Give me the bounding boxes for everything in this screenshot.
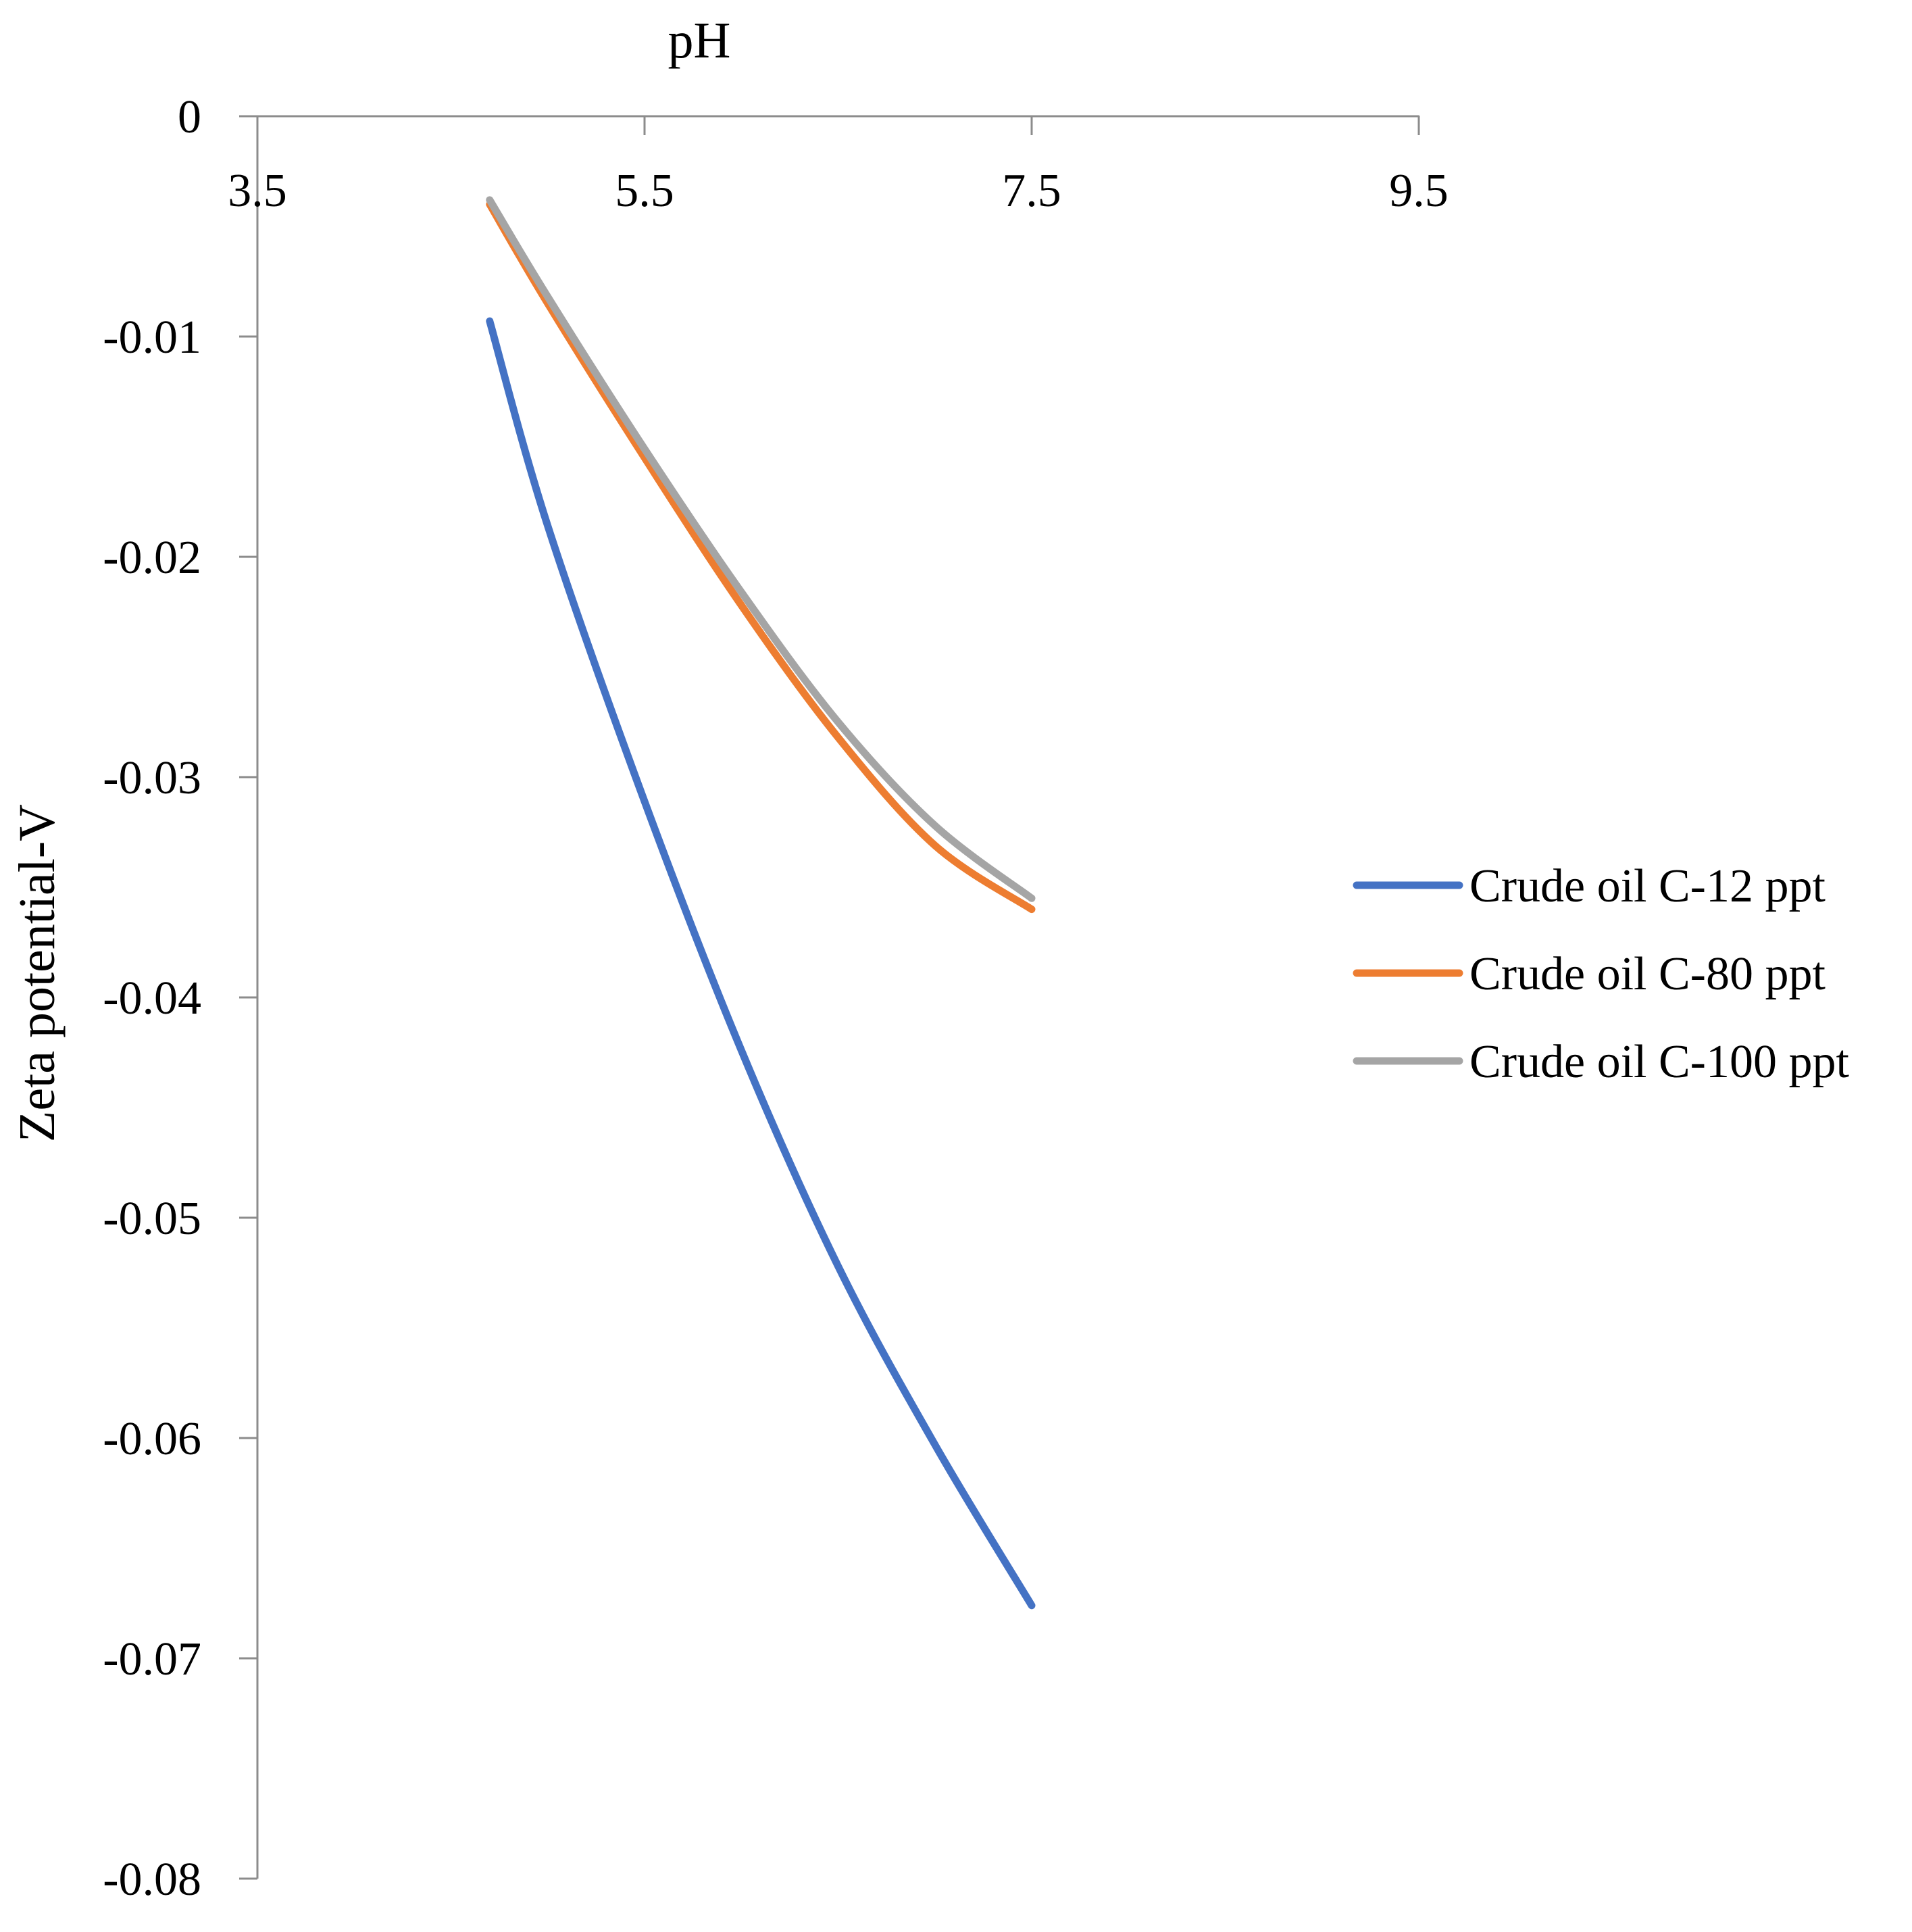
y-tick-label: -0.08: [103, 1854, 201, 1906]
x-axis-title: pH: [668, 12, 731, 69]
y-tick-label: -0.01: [103, 312, 201, 364]
series-line-crude-oil-c-12-ppt: [486, 317, 1036, 1610]
series-line-crude-oil-c-80-ppt: [486, 200, 1036, 914]
y-tick-label: -0.07: [103, 1633, 201, 1685]
x-tick-label: 5.5: [615, 165, 674, 217]
legend-label-crude-oil-c-80-ppt: Crude oil C-80 ppt: [1469, 948, 1826, 1000]
y-tick-label: -0.02: [103, 532, 201, 584]
series-line-crude-oil-c-100-ppt: [486, 196, 1036, 902]
legend-label-crude-oil-c-100-ppt: Crude oil C-100 ppt: [1469, 1036, 1849, 1088]
x-axis-ticks: 3.5 5.5 7.5 9.5: [228, 116, 1449, 217]
y-tick-label: -0.03: [103, 752, 201, 804]
series-lines: [486, 196, 1036, 1610]
x-tick-label: 3.5: [228, 165, 287, 217]
x-tick-label: 7.5: [1002, 165, 1061, 217]
y-tick-label: 0: [178, 91, 201, 143]
y-tick-label: -0.05: [103, 1193, 201, 1245]
legend-label-crude-oil-c-12-ppt: Crude oil C-12 ppt: [1469, 860, 1826, 912]
y-tick-label: -0.06: [103, 1413, 201, 1465]
y-axis-title: Zeta potential-V: [9, 804, 66, 1142]
legend: Crude oil C-12 ppt Crude oil C-80 ppt Crud…: [1353, 860, 1849, 1088]
y-tick-label: -0.04: [103, 972, 201, 1024]
y-axis-ticks: 0 -0.01 -0.02 -0.03 -0.04 -0.05 -0.06 -0.07 -0.0…: [103, 91, 257, 1906]
x-tick-label: 9.5: [1389, 165, 1449, 217]
